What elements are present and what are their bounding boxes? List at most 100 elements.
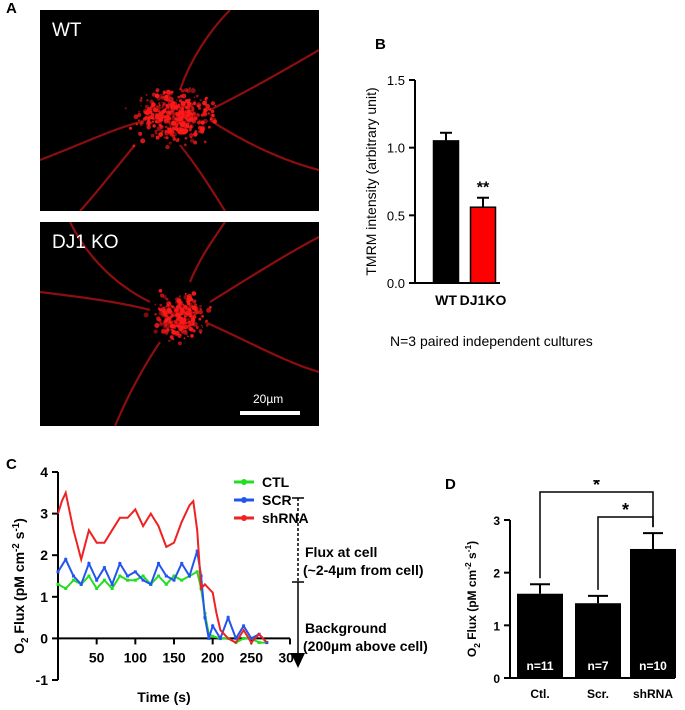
micrograph-wt-speckle (200, 125, 206, 131)
micrograph-wt-speckle (158, 102, 161, 105)
chart-c-x-tick-label: 150 (162, 649, 186, 665)
micrograph-wt-speckle (211, 117, 217, 124)
micrograph-wt-speckle (200, 120, 205, 125)
micrograph-dj1ko-speckle (192, 299, 197, 304)
micrograph-wt-speckle (202, 110, 206, 115)
micrograph-dj1ko-speckle (171, 324, 174, 327)
micrograph-wt-process-0 (40, 120, 141, 162)
chart-c-point-scr (110, 582, 114, 586)
chart-c-point-ctl (180, 578, 184, 582)
micrograph-dj1ko-process-0 (40, 290, 151, 312)
chart-c-point-scr (234, 636, 238, 640)
micrograph-wt-speckle (203, 140, 207, 144)
panel-letter-b: B (375, 36, 386, 53)
micrograph-dj1ko-speckle (206, 307, 212, 313)
chart-c-point-ctl (242, 636, 246, 640)
micrograph-wt-speckle (160, 129, 164, 133)
micrograph-wt-speckle (191, 106, 194, 109)
chart-c-point-scr (56, 570, 60, 574)
micrograph-wt-speckle (167, 108, 170, 111)
micrograph-wt-speckle (140, 104, 142, 107)
chart-d-y-tick-label: 1 (493, 619, 500, 633)
micrograph-wt-speckle (191, 133, 194, 136)
chart-c-annotation-flux-1: Flux at cell (305, 544, 377, 560)
micrograph-dj1ko-process-5 (69, 222, 151, 303)
micrograph-wt-speckle (155, 88, 160, 92)
micrograph-dj1ko-speckle (186, 299, 191, 303)
chart-c-point-scr (64, 557, 68, 561)
micrograph-wt-process-2 (209, 119, 319, 172)
chart-c-point-scr (211, 624, 215, 628)
micrograph-dj1ko-speckle (187, 320, 190, 324)
micrograph-wt-speckle (148, 110, 153, 115)
micrograph-wt-speckle (207, 112, 210, 115)
chart-c-point-scr (218, 636, 222, 640)
micrograph-wt-speckle (175, 99, 178, 102)
chart-c-point-scr (203, 616, 207, 620)
micrograph-wt-speckle (165, 136, 169, 140)
micrograph-wt-speckle (205, 103, 211, 109)
chart-c-point-scr (79, 582, 83, 586)
chart-c-point-ctl (211, 634, 215, 638)
chart-c-point-scr (164, 574, 168, 578)
micrograph-wt-speckle (188, 133, 194, 138)
micrograph-wt-speckle (178, 115, 183, 120)
micrograph-wt-speckle (132, 144, 136, 148)
micrograph-wt-speckle (197, 120, 201, 125)
micrograph-wt-speckle (164, 130, 170, 136)
scale-bar-label: 20µm (253, 392, 284, 406)
micrograph-wt-speckle (163, 102, 166, 106)
micrograph-dj1ko-speckle (192, 311, 195, 314)
micrograph-wt-speckle (146, 99, 149, 102)
micrograph-wt-speckle (178, 99, 183, 103)
micrograph-wt-speckle (184, 136, 188, 140)
micrograph-dj1ko-speckle (181, 321, 186, 326)
panel-letter-a: A (6, 0, 17, 17)
chart-c-point-ctl (126, 578, 130, 582)
chart-c-point-scr (157, 562, 161, 566)
micrograph-dj1ko-speckle (201, 315, 205, 318)
micrograph-wt-speckle (190, 136, 193, 139)
micrograph-dj1ko-speckle (192, 314, 195, 317)
micrograph-dj1ko-speckle (153, 329, 158, 334)
micrograph-dj1ko-speckle (178, 326, 184, 332)
chart-b-x-tick-label: WT (435, 292, 457, 308)
chart-d-x-tick-label: Ctl. (530, 687, 549, 701)
micrograph-wt-speckle (165, 89, 171, 95)
chart-d-n-label: n=11 (526, 659, 553, 673)
chart-c-y-tick-label: -1 (36, 672, 49, 688)
chart-c-point-ctl (157, 574, 161, 578)
micrograph-dj1ko-speckle (158, 289, 163, 293)
chart-c-point-scr (141, 578, 145, 582)
micrograph-wt-process-1 (209, 49, 319, 111)
micrograph-dj1ko-speckle (162, 305, 167, 310)
micrograph-dj1ko-speckle (143, 312, 149, 318)
micrograph-wt-speckle (198, 106, 201, 110)
micrograph-dj1ko-speckle (199, 304, 202, 308)
chart-b-y-tick-label: 0.0 (387, 276, 405, 291)
chart-c-legend-marker-scr (241, 497, 247, 503)
micrograph-wt-speckle (189, 113, 194, 118)
micrograph-wt-speckle (179, 88, 182, 91)
micrograph-dj1ko-speckle (185, 312, 188, 315)
micrograph-wt-speckle (159, 112, 162, 115)
micrograph-dj1ko-speckle (165, 297, 169, 301)
chart-c-point-scr (226, 616, 230, 620)
micrograph-wt-speckle (194, 117, 198, 121)
micrograph-dj1ko-speckle (176, 303, 182, 308)
micrograph-dj1ko-speckle (165, 332, 169, 336)
chart-d-significance-label: * (593, 480, 600, 495)
micrograph-wt-speckle (174, 118, 177, 121)
chart-c-y-tick-label: 0 (40, 630, 48, 646)
micrograph-wt-speckle (156, 109, 160, 113)
micrograph-dj1ko-speckle (168, 339, 171, 342)
micrograph-dj1ko-speckle (181, 317, 184, 321)
chart-c-point-ctl (71, 578, 75, 582)
micrograph-dj1ko-speckle (183, 304, 188, 309)
chart-c-line-ctl (57, 570, 267, 644)
micrograph-wt-speckle (163, 95, 168, 101)
micrograph-dj1ko-speckle (167, 307, 172, 312)
micrograph-wt-speckle (140, 138, 146, 144)
micrograph-wt-speckle (169, 132, 174, 137)
